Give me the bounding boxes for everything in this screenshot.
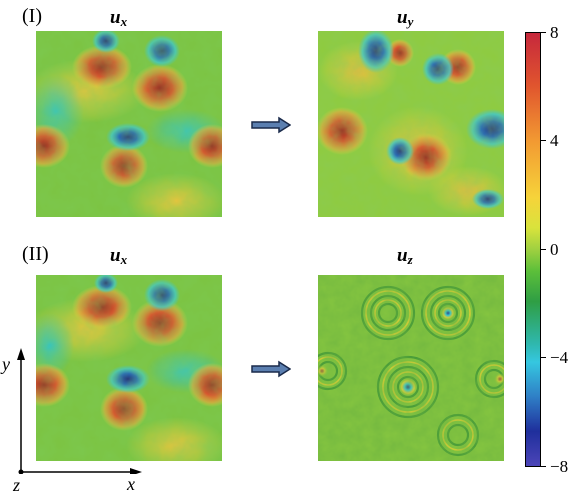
colorbar-tick <box>541 357 546 358</box>
colorbar-tick <box>541 466 546 467</box>
panel-title-uy: uy <box>397 7 414 30</box>
colorbar-tick-label: −4 <box>550 348 569 367</box>
colorbar-tick-label: 8 <box>550 23 559 42</box>
row-label-1: (I) <box>22 5 42 27</box>
x-axis-label: x <box>127 474 135 494</box>
axes-diagram <box>10 344 145 479</box>
heatmap-ux-row2 <box>36 275 222 461</box>
panel-title-ux-2: ux <box>110 245 128 268</box>
heatmap-ux-row1 <box>36 31 222 217</box>
heatmap-uz <box>318 275 504 461</box>
colorbar <box>525 32 541 467</box>
colorbar-tick <box>541 32 546 33</box>
heatmap-uy <box>318 31 504 217</box>
panel-title-ux-1: ux <box>110 7 128 30</box>
row-label-2: (II) <box>22 243 49 265</box>
arrow-row2 <box>251 360 291 378</box>
colorbar-tick <box>541 249 546 250</box>
z-axis-label: z <box>13 475 21 495</box>
colorbar-tick <box>541 140 546 141</box>
panel-title-uz: uz <box>397 245 413 268</box>
colorbar-tick-label: 0 <box>550 240 559 259</box>
arrow-row1 <box>251 116 291 134</box>
colorbar-tick-label: −8 <box>550 457 569 476</box>
colorbar-tick-label: 4 <box>550 131 559 150</box>
y-axis-label: y <box>2 354 10 374</box>
